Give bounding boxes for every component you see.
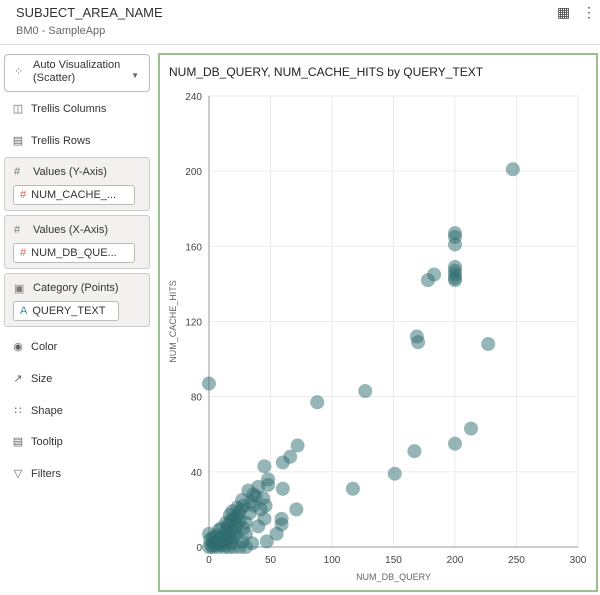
well-label: Values (X-Axis): [33, 224, 108, 236]
well-category[interactable]: ▣ Category (Points) A QUERY_TEXT: [4, 273, 150, 327]
well-values-y[interactable]: # Values (Y-Axis) # NUM_CACHE_...: [4, 157, 150, 211]
well-values-x[interactable]: # Values (X-Axis) # NUM_DB_QUE...: [4, 215, 150, 269]
tooltip-label: Tooltip: [31, 435, 63, 448]
data-point[interactable]: [253, 502, 268, 517]
data-point[interactable]: [448, 237, 462, 252]
color-label: Color: [31, 340, 58, 353]
size-label: Size: [31, 372, 53, 385]
y-axis-title: NUM_CACHE_HITS: [168, 280, 178, 363]
data-point[interactable]: [275, 455, 290, 470]
chart-title: NUM_DB_QUERY, NUM_CACHE_HITS by QUERY_TE…: [169, 65, 484, 79]
y-tick-label: 0: [196, 543, 202, 554]
color-option[interactable]: ◉ Color: [12, 340, 58, 354]
subject-area-subtitle: BM0 - SampleApp: [16, 25, 106, 37]
y-tick-label: 40: [191, 468, 203, 479]
data-point[interactable]: [256, 491, 271, 506]
hash-icon: #: [14, 166, 21, 178]
visualization-type-selector[interactable]: ⁘ Auto Visualization (Scatter) ▼: [4, 54, 150, 92]
subject-area-title: SUBJECT_AREA_NAME: [16, 5, 163, 20]
pill-label: NUM_DB_QUE...: [31, 247, 117, 259]
data-point[interactable]: [205, 530, 220, 545]
y-tick-label: 80: [191, 393, 203, 404]
size-option[interactable]: ↗ Size: [12, 372, 53, 386]
viz-selector-label: Auto Visualization: [33, 59, 121, 71]
data-point[interactable]: [251, 519, 266, 534]
data-point[interactable]: [481, 337, 496, 352]
traffic-light-icon[interactable]: ▦: [557, 4, 571, 20]
trellis-rows[interactable]: ▤ Trellis Rows: [12, 134, 91, 148]
palette-icon: ◉: [13, 341, 23, 353]
pill-label: NUM_CACHE_...: [31, 189, 117, 201]
data-point[interactable]: [275, 481, 290, 496]
x-tick-label: 250: [508, 555, 525, 566]
data-point[interactable]: [407, 444, 422, 459]
x-tick-label: 0: [206, 555, 212, 566]
hash-icon: #: [20, 189, 27, 201]
trellis-columns-label: Trellis Columns: [31, 102, 107, 115]
data-point[interactable]: [202, 376, 216, 391]
data-point[interactable]: [257, 459, 272, 474]
data-point[interactable]: [251, 479, 266, 494]
rows-icon: ▤: [12, 135, 24, 147]
field-pill-query-text[interactable]: A QUERY_TEXT: [13, 301, 119, 321]
y-tick-label: 120: [185, 318, 202, 329]
more-options-icon[interactable]: ⋮: [582, 4, 596, 20]
pill-label: QUERY_TEXT: [32, 305, 106, 317]
data-point[interactable]: [427, 267, 442, 282]
x-tick-label: 200: [447, 555, 464, 566]
text-a-icon: A: [20, 305, 28, 317]
x-tick-label: 150: [385, 555, 402, 566]
x-axis-title: NUM_DB_QUERY: [356, 572, 431, 582]
y-tick-label: 160: [185, 242, 202, 253]
data-point[interactable]: [448, 273, 462, 288]
chevron-down-icon: ▼: [131, 71, 139, 80]
data-point[interactable]: [269, 526, 284, 541]
resize-icon: ↗: [13, 373, 23, 385]
data-point[interactable]: [310, 395, 325, 410]
field-pill-num-db-query[interactable]: # NUM_DB_QUE...: [13, 243, 135, 263]
y-tick-label: 200: [185, 167, 202, 178]
columns-icon: ◫: [12, 103, 24, 115]
hash-icon: #: [14, 224, 21, 236]
x-tick-label: 300: [570, 555, 587, 566]
hash-icon: #: [20, 247, 27, 259]
shape-label: Shape: [31, 404, 63, 417]
well-label: Category (Points): [33, 282, 119, 294]
data-point[interactable]: [259, 534, 274, 549]
x-tick-label: 50: [265, 555, 277, 566]
data-point[interactable]: [345, 481, 360, 496]
shape-option[interactable]: ∷ Shape: [12, 404, 63, 418]
y-tick-label: 240: [185, 92, 202, 103]
data-point[interactable]: [235, 493, 250, 508]
field-pill-num-cache-hits[interactable]: # NUM_CACHE_...: [13, 185, 135, 205]
viz-selector-sublabel: (Scatter): [33, 72, 76, 84]
data-point[interactable]: [289, 502, 304, 517]
tooltip-icon: ▤: [12, 436, 24, 448]
data-point[interactable]: [238, 526, 253, 541]
filters-label: Filters: [31, 467, 61, 480]
text-attribute-icon: ▣: [14, 283, 25, 295]
x-tick-label: 100: [324, 555, 341, 566]
trellis-rows-label: Trellis Rows: [31, 134, 91, 147]
filter-icon: ▽: [13, 468, 23, 480]
filters-option[interactable]: ▽ Filters: [12, 467, 61, 481]
shapes-icon: ∷: [14, 405, 22, 417]
data-point[interactable]: [463, 421, 478, 436]
data-point[interactable]: [358, 384, 373, 399]
data-point[interactable]: [411, 335, 426, 350]
data-point[interactable]: [290, 438, 305, 453]
scatter-chart-icon: ⁘: [14, 66, 24, 78]
data-point[interactable]: [387, 466, 402, 481]
trellis-columns[interactable]: ◫ Trellis Columns: [12, 102, 107, 116]
data-point[interactable]: [448, 436, 462, 451]
scatter-chart[interactable]: 0 50 100 150 200 250 300 0 40 80 120 160 200 240 NUM_D…: [160, 55, 596, 590]
tooltip-option[interactable]: ▤ Tooltip: [12, 435, 63, 449]
header-divider: [0, 44, 600, 45]
data-point[interactable]: [505, 162, 520, 177]
well-label: Values (Y-Axis): [33, 166, 107, 178]
chart-panel[interactable]: NUM_DB_QUERY, NUM_CACHE_HITS by QUERY_TE…: [158, 53, 598, 592]
